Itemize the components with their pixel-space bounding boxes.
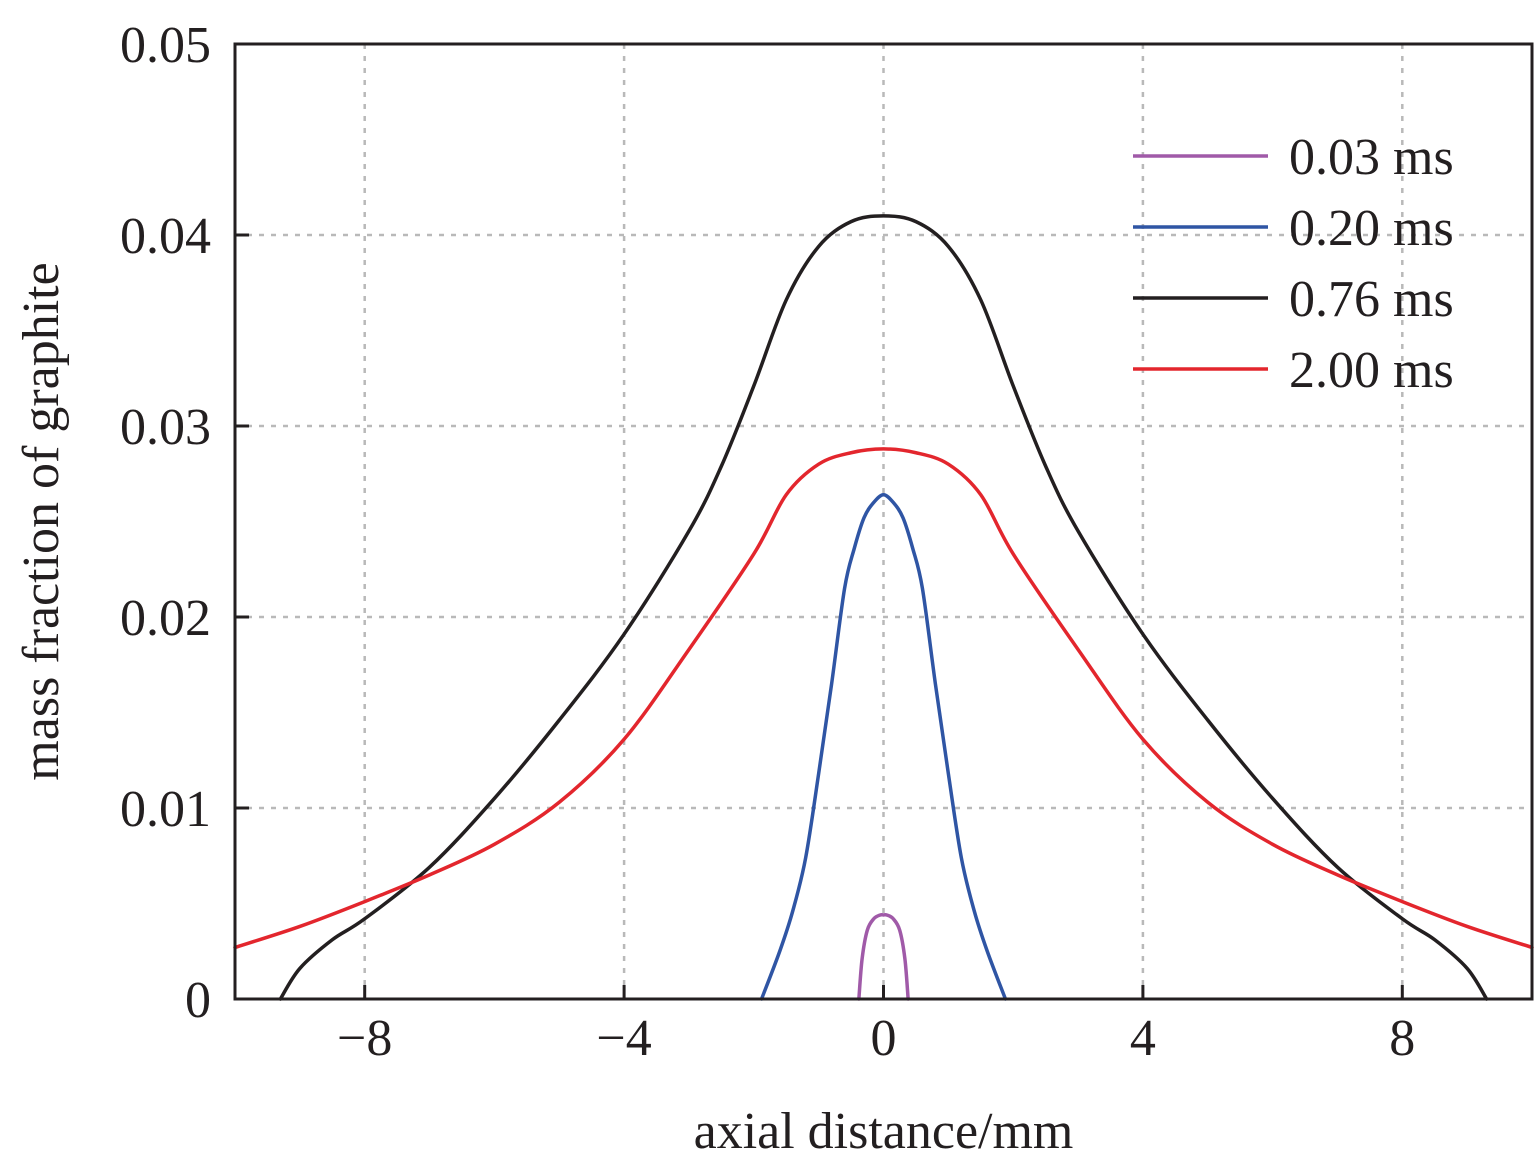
x-tick-label-4: 8 xyxy=(1389,1010,1415,1067)
series-layer xyxy=(233,214,1534,1001)
plot-frame xyxy=(233,42,1534,1001)
y-axis-title: mass fraction of graphite xyxy=(13,262,70,780)
y-tick-label-1: 0.01 xyxy=(120,781,211,838)
series-line-0-03-ms xyxy=(857,912,910,1001)
series-line-0-76-ms xyxy=(278,214,1489,1001)
y-tick-label-0: 0 xyxy=(185,972,211,1029)
x-tick-label-2: 0 xyxy=(871,1010,897,1067)
legend: 0.03 ms 0.20 ms 0.76 ms 2.00 ms xyxy=(1133,129,1454,399)
x-axis-title: axial distance/mm xyxy=(694,1103,1074,1160)
legend-label-0: 0.03 ms xyxy=(1289,129,1454,186)
y-tick-label-2: 0.02 xyxy=(120,590,211,647)
x-tick-label-0: −8 xyxy=(337,1010,392,1067)
label-layer: −8 −4 0 4 8 0 0.01 0.02 0.03 0.04 0.05 xyxy=(120,17,1415,1067)
series-line-2-00-ms xyxy=(233,447,1534,950)
series-line-0-20-ms xyxy=(759,493,1008,1001)
y-tick-label-4: 0.04 xyxy=(120,208,211,265)
tick-layer xyxy=(235,42,1404,1001)
legend-label-2: 0.76 ms xyxy=(1289,271,1454,328)
y-tick-label-3: 0.03 xyxy=(120,399,211,456)
grid-layer xyxy=(235,44,1532,999)
y-tick-label-5: 0.05 xyxy=(120,17,211,74)
x-tick-label-1: −4 xyxy=(596,1010,651,1067)
x-tick-label-3: 4 xyxy=(1130,1010,1156,1067)
legend-label-1: 0.20 ms xyxy=(1289,200,1454,257)
legend-label-3: 2.00 ms xyxy=(1289,342,1454,399)
